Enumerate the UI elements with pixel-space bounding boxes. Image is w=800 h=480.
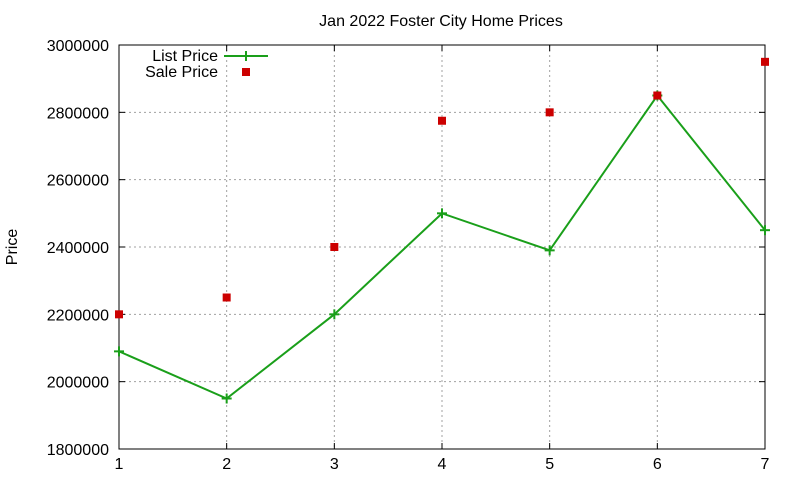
x-tick-label: 5 xyxy=(545,456,554,473)
square-marker xyxy=(438,116,446,125)
x-tick-label: 6 xyxy=(653,456,662,473)
square-marker xyxy=(761,57,769,66)
gridlines xyxy=(119,45,765,449)
square-marker xyxy=(330,243,339,251)
y-axis-label: Price xyxy=(4,229,21,266)
legend-label: List Price xyxy=(152,48,218,65)
x-tick-label: 4 xyxy=(438,456,447,473)
x-tick-label: 3 xyxy=(330,456,339,473)
plus-marker xyxy=(760,225,770,236)
y-tick-label: 3000000 xyxy=(47,38,109,55)
square-marker xyxy=(545,108,554,117)
y-tick-label: 2800000 xyxy=(47,105,109,122)
chart-title: Jan 2022 Foster City Home Prices xyxy=(319,13,563,30)
legend-label: Sale Price xyxy=(145,64,218,81)
x-tick-label: 1 xyxy=(115,456,124,473)
series xyxy=(114,57,770,404)
plus-marker xyxy=(329,309,340,320)
axis-ticks: 1 2 3 4 5 6 7 1800000 2000000 2200000 2400000 26000… xyxy=(47,38,770,473)
square-marker xyxy=(222,293,231,302)
plus-marker xyxy=(544,245,555,256)
square-marker xyxy=(242,68,250,76)
square-marker xyxy=(115,310,123,319)
plus-marker xyxy=(437,208,447,219)
plus-marker xyxy=(114,346,124,357)
series-sale-price xyxy=(115,57,769,319)
plot-frame xyxy=(118,44,766,450)
y-tick-label: 1800000 xyxy=(47,442,109,459)
y-tick-label: 2600000 xyxy=(47,173,109,190)
y-tick-label: 2000000 xyxy=(47,375,109,392)
x-tick-label: 7 xyxy=(761,456,770,473)
square-marker xyxy=(653,91,662,100)
plus-marker xyxy=(221,393,232,404)
y-tick-label: 2400000 xyxy=(47,240,109,257)
plus-marker xyxy=(241,51,251,61)
x-tick-label: 2 xyxy=(222,456,231,473)
y-tick-label: 2200000 xyxy=(47,307,109,324)
